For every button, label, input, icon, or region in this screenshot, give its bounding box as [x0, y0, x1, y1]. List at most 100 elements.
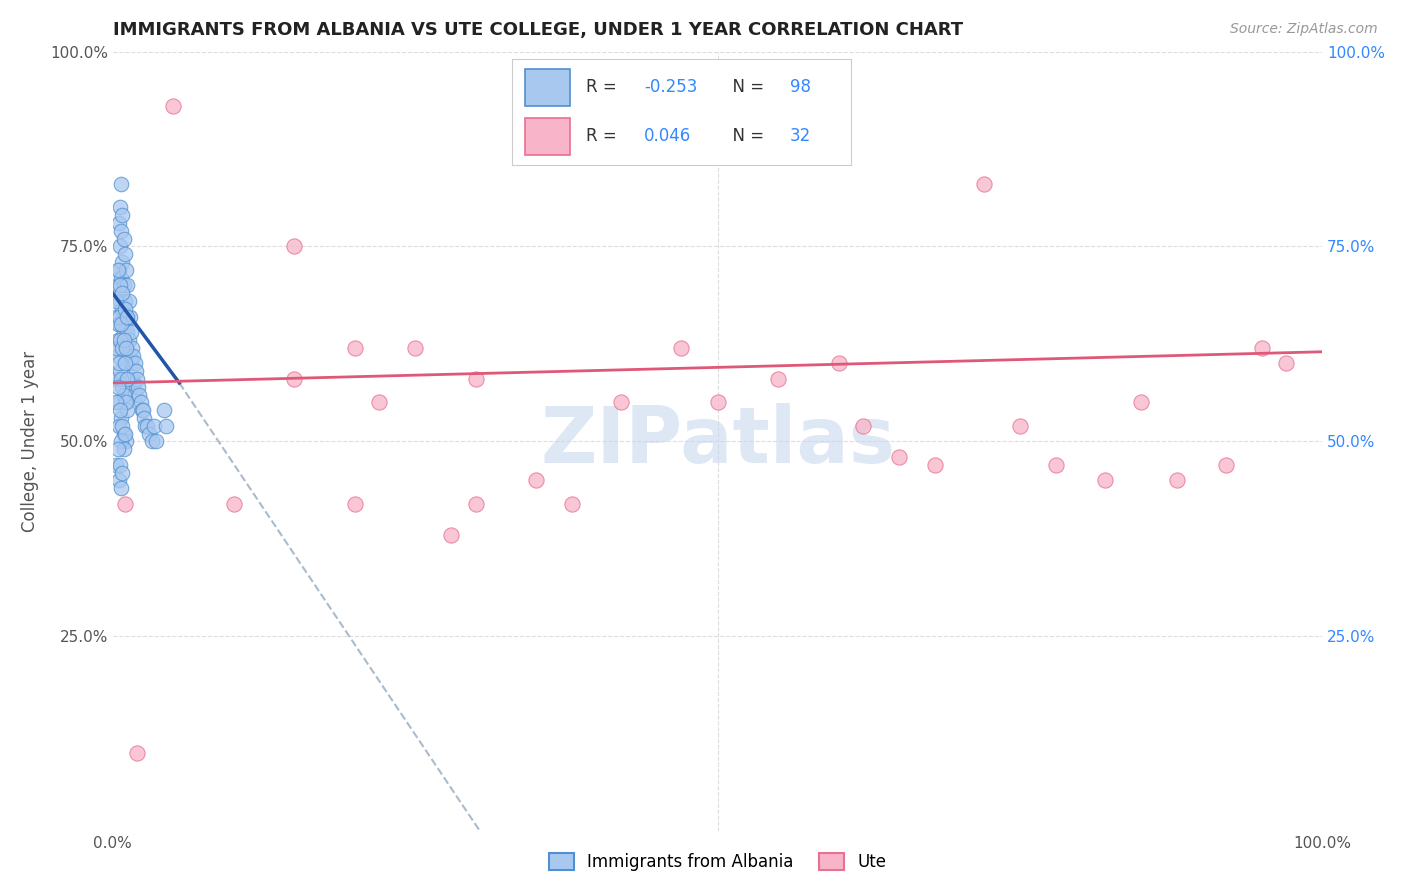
Point: [115, 341, 138, 355]
Point: [127, 380, 149, 394]
Text: Source: ZipAtlas.com: Source: ZipAtlas.com: [1230, 22, 1378, 37]
Point: [108, 318, 131, 332]
Point: [1094, 474, 1116, 488]
Point: [125, 364, 148, 378]
Point: [107, 278, 129, 293]
Point: [115, 434, 138, 449]
Point: [561, 497, 583, 511]
Point: [110, 372, 132, 386]
Point: [111, 286, 134, 301]
Point: [766, 372, 789, 386]
Point: [121, 372, 143, 386]
Point: [114, 341, 136, 355]
Point: [671, 341, 693, 355]
Point: [108, 310, 131, 324]
Point: [114, 426, 136, 441]
Point: [108, 458, 131, 472]
Point: [107, 318, 129, 332]
Point: [105, 458, 128, 472]
Point: [138, 426, 160, 441]
Point: [117, 372, 139, 386]
Point: [115, 263, 138, 277]
Point: [973, 177, 995, 191]
Point: [440, 528, 463, 542]
Point: [343, 341, 366, 355]
Point: [112, 387, 135, 401]
Point: [110, 318, 132, 332]
Point: [112, 278, 135, 293]
Point: [108, 333, 131, 347]
Point: [887, 450, 910, 464]
Point: [118, 349, 141, 363]
Point: [108, 239, 131, 253]
Point: [107, 333, 129, 347]
Point: [111, 466, 134, 480]
Point: [152, 403, 174, 417]
Point: [111, 380, 134, 394]
Point: [121, 341, 143, 355]
Point: [1008, 418, 1031, 433]
Point: [134, 418, 156, 433]
Text: IMMIGRANTS FROM ALBANIA VS UTE COLLEGE, UNDER 1 YEAR CORRELATION CHART: IMMIGRANTS FROM ALBANIA VS UTE COLLEGE, …: [112, 21, 963, 39]
Point: [105, 395, 128, 409]
Point: [112, 442, 135, 457]
Point: [112, 232, 135, 246]
Point: [107, 263, 129, 277]
Point: [108, 278, 131, 293]
Point: [129, 395, 152, 409]
Point: [107, 380, 129, 394]
Point: [135, 418, 157, 433]
Point: [114, 301, 136, 316]
Point: [112, 426, 135, 441]
Point: [105, 310, 128, 324]
Y-axis label: College, Under 1 year: College, Under 1 year: [21, 351, 39, 532]
Point: [124, 356, 146, 370]
Point: [110, 481, 132, 495]
Point: [125, 747, 148, 761]
Point: [115, 310, 138, 324]
Point: [128, 387, 150, 401]
Point: [924, 458, 946, 472]
Point: [110, 270, 132, 285]
Point: [114, 497, 136, 511]
Point: [108, 364, 131, 378]
Point: [1045, 458, 1067, 472]
Point: [162, 99, 184, 113]
Point: [524, 474, 547, 488]
Point: [117, 356, 139, 370]
Point: [117, 294, 139, 309]
Point: [108, 395, 131, 409]
Point: [108, 216, 131, 230]
Point: [108, 474, 131, 488]
Point: [1166, 474, 1188, 488]
Text: ZIPatlas: ZIPatlas: [540, 403, 896, 480]
Point: [114, 247, 136, 261]
Point: [464, 497, 486, 511]
Point: [120, 326, 142, 340]
Point: [117, 278, 139, 293]
Point: [343, 497, 366, 511]
Point: [132, 403, 155, 417]
Point: [115, 395, 138, 409]
Point: [105, 341, 128, 355]
Point: [107, 349, 129, 363]
Point: [122, 380, 145, 394]
Point: [112, 326, 135, 340]
Point: [145, 434, 167, 449]
Point: [852, 418, 875, 433]
Point: [124, 387, 146, 401]
Point: [404, 341, 426, 355]
Point: [706, 395, 728, 409]
Point: [114, 294, 136, 309]
Point: [114, 356, 136, 370]
Point: [111, 341, 134, 355]
Point: [112, 333, 135, 347]
Point: [122, 349, 145, 363]
Point: [108, 263, 131, 277]
Point: [111, 208, 134, 222]
Point: [114, 395, 136, 409]
Point: [118, 310, 141, 324]
Point: [111, 301, 134, 316]
Point: [125, 372, 148, 386]
Point: [464, 372, 486, 386]
